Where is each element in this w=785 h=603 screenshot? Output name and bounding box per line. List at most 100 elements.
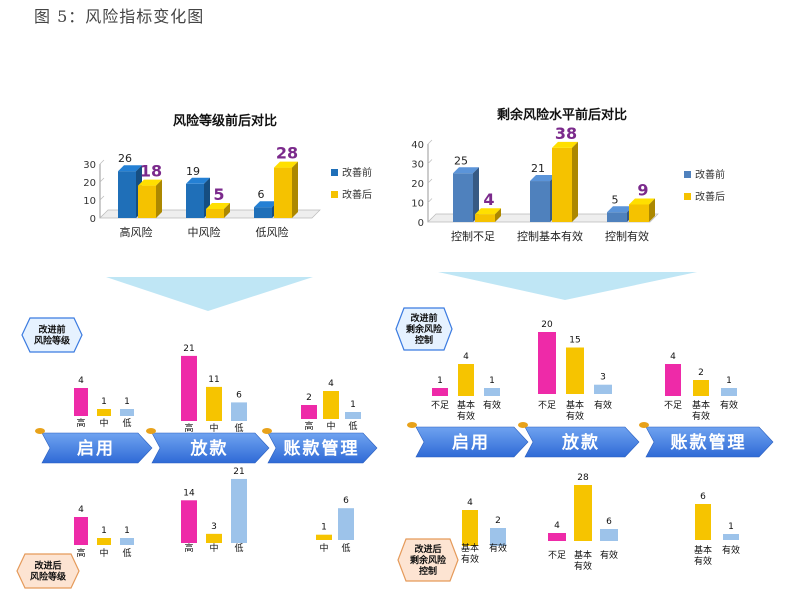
stage-bar-label: 有效 — [692, 410, 710, 422]
badge-shape — [21, 317, 83, 353]
stage-bar-label: 高 — [76, 547, 85, 559]
stage-bar — [206, 386, 222, 421]
bar-改善前-中风险 — [186, 177, 210, 218]
stage-bar — [97, 538, 111, 545]
stage-bar-label: 有效 — [461, 553, 479, 565]
stage-bar-label: 基本 — [461, 542, 479, 554]
stage-bar-value: 14 — [183, 488, 195, 498]
connector-dot — [35, 428, 45, 434]
gridline — [99, 177, 105, 183]
bar-改善后-控制不足-top — [475, 208, 501, 215]
stage-bar-value: 4 — [463, 352, 469, 362]
stage-bar — [574, 485, 592, 541]
connector-dot — [407, 422, 417, 428]
badge-shape — [397, 538, 459, 582]
stage-bar-label: 基本 — [694, 544, 712, 556]
bar-改善前-控制有效-top — [607, 206, 633, 213]
badge-text: 改进后 — [414, 543, 441, 555]
bar-改善前-高风险-top — [118, 165, 142, 172]
connector-dot — [518, 422, 528, 428]
stage-bar-value: 4 — [78, 505, 84, 515]
stage-bar-value: 4 — [554, 521, 560, 531]
stage-bar-value: 4 — [328, 379, 334, 389]
stage-bar-label: 低 — [122, 547, 131, 559]
stage-bar — [74, 388, 88, 416]
stage-bar-value: 1 — [101, 526, 107, 536]
gridline — [427, 139, 433, 145]
badge-text: 风险等级 — [34, 335, 71, 347]
y-tick-label: 20 — [411, 179, 424, 190]
badge-text: 改进前 — [38, 324, 65, 336]
stage-bar-label: 不足 — [548, 550, 566, 561]
y-tick-label: 40 — [411, 140, 424, 151]
panel-badge — [397, 538, 459, 582]
stage-bar-label: 基本 — [457, 399, 475, 411]
arrow-shape — [151, 432, 270, 464]
stage-bar — [594, 384, 612, 394]
stage-bar-value: 1 — [350, 400, 356, 410]
data-label: 9 — [637, 180, 648, 199]
stage-bar-label: 不足 — [538, 400, 556, 411]
y-tick-label: 30 — [411, 160, 424, 171]
bar-改善后-高风险-top — [138, 179, 162, 186]
data-label: 25 — [454, 154, 468, 167]
bar-改善后-中风险-top — [206, 203, 230, 209]
gridline — [427, 159, 433, 164]
stage-bar-label: 有效 — [722, 544, 740, 556]
bar-改善前-控制不足-front — [453, 173, 473, 222]
bar-改善前-低风险-top — [254, 201, 278, 208]
data-label: 6 — [258, 188, 265, 201]
stage-bar — [120, 538, 134, 545]
arrow-shape — [524, 426, 640, 458]
stage-bar — [316, 534, 332, 540]
stage-bar — [484, 388, 500, 396]
stage-bar-label: 有效 — [489, 542, 507, 554]
legend-label: 改善后 — [342, 188, 372, 201]
stage-bar — [566, 347, 584, 394]
stage-bar-value: 1 — [124, 397, 130, 407]
stage-bar — [323, 391, 339, 419]
process-step-label: 账款管理 — [284, 438, 360, 459]
chart-title: 风险等级前后对比 — [173, 113, 277, 129]
bar-改善前-低风险-front — [254, 207, 272, 218]
bar-改善后-控制有效-top — [629, 198, 655, 205]
legend-swatch — [331, 191, 338, 198]
stage-bar-value: 3 — [211, 522, 217, 532]
stage-bar-value: 21 — [183, 344, 194, 354]
stage-bar — [181, 355, 197, 421]
data-label: 38 — [555, 124, 577, 143]
data-label: 5 — [612, 193, 619, 206]
stage-bar-value: 4 — [78, 376, 84, 386]
bar-改善后-高风险-front — [138, 185, 156, 218]
bar-改善前-控制基本有效-top — [530, 175, 556, 182]
stage-bar — [181, 500, 197, 543]
legend-label: 改善前 — [342, 166, 372, 179]
panel-badge — [21, 317, 83, 353]
gridline — [99, 195, 105, 201]
bar-改善后-低风险-top — [274, 161, 298, 168]
panel-badge — [16, 553, 80, 589]
stage-bar-label: 有效 — [600, 549, 618, 561]
process-arrow — [267, 432, 378, 464]
bar-改善后-中风险-side — [224, 203, 230, 218]
bar-改善后-低风险-front — [274, 167, 292, 218]
badge-text: 剩余风险 — [410, 554, 447, 566]
bar-改善后-控制有效-side — [649, 198, 655, 222]
category-label: 低风险 — [256, 225, 289, 239]
stage-bar-label: 有效 — [720, 399, 738, 411]
stage-bar-label: 基本 — [692, 399, 710, 411]
arrow-shape — [41, 432, 153, 464]
data-label: 28 — [276, 144, 298, 163]
stage-bar-label: 低 — [341, 542, 350, 554]
stage-bar-label: 中 — [319, 542, 328, 554]
process-arrow — [415, 426, 529, 458]
bar-改善后-控制不足-side — [495, 208, 501, 222]
stage-bar-value: 2 — [495, 516, 501, 526]
bar-改善前-控制有效-front — [607, 212, 627, 222]
stage-bar-label: 中 — [99, 417, 108, 429]
bar-改善前-控制不足 — [453, 167, 479, 222]
data-label: 21 — [531, 162, 545, 175]
badge-text: 改进后 — [34, 560, 61, 572]
stage-bar-label: 中 — [99, 547, 108, 559]
